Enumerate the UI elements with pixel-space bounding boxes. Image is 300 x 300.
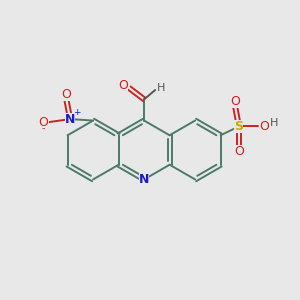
Text: N: N [65,112,75,126]
Text: O: O [39,116,49,128]
Text: H: H [270,118,279,128]
Text: S: S [234,120,243,133]
Text: O: O [61,88,71,101]
Text: +: + [73,108,80,117]
Text: N: N [139,173,149,186]
Text: O: O [259,120,269,133]
Text: O: O [118,79,128,92]
Text: -: - [42,124,45,134]
Text: O: O [234,145,244,158]
Text: H: H [156,83,165,93]
Text: O: O [230,95,240,108]
